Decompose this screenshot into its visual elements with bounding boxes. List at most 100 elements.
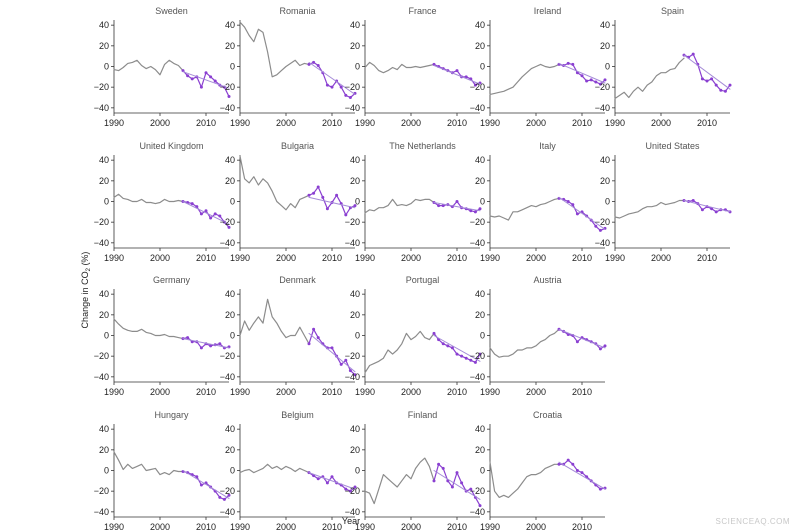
recent-point-ireland-2011 <box>585 79 589 83</box>
trend-line-hungary <box>182 470 230 499</box>
history-line-france <box>364 61 435 74</box>
y-tick-label-sweden--20: −20 <box>94 82 109 92</box>
x-tick-label-united-kingdom-2000: 2000 <box>150 253 170 263</box>
recent-point-ireland-2010 <box>580 74 584 78</box>
x-tick-label-romania-2000: 2000 <box>276 118 296 128</box>
y-tick-label-united-states-0: 0 <box>605 197 610 207</box>
x-tick-label-united-states-2000: 2000 <box>651 253 671 263</box>
trend-line-the-netherlands <box>433 202 481 212</box>
y-axis-title-main: Change in CO <box>80 271 90 328</box>
panel-austria: Austria 40 20 0 −20 −40 1990 2000 2010 <box>470 275 607 397</box>
panel-germany: Germany 40 20 0 −20 −40 1990 2000 2010 <box>94 275 231 397</box>
panel-portugal: Portugal 40 20 0 −20 −40 1990 2000 2010 <box>345 275 482 397</box>
y-tick-label-the-netherlands-20: 20 <box>350 176 360 186</box>
recent-point-sweden-2015 <box>227 94 231 98</box>
y-tick-label-romania--20: −20 <box>220 82 235 92</box>
panel-united-kingdom: United Kingdom 40 20 0 −20 −40 1990 2000 2010 <box>94 141 231 263</box>
recent-point-sweden-2007 <box>190 77 194 81</box>
y-tick-label-germany--40: −40 <box>94 372 109 382</box>
x-tick-label-united-states-2010: 2010 <box>697 253 717 263</box>
y-tick-label-italy-0: 0 <box>480 197 485 207</box>
y-tick-label-united-states--20: −20 <box>595 217 610 227</box>
recent-point-denmark-2005 <box>307 342 311 346</box>
x-tick-label-hungary-2000: 2000 <box>150 522 170 530</box>
panel-title-portugal: Portugal <box>406 275 440 285</box>
x-tick-label-croatia-2010: 2010 <box>572 522 592 530</box>
panel-spain: Spain 40 20 0 −20 −40 1990 2000 2010 <box>595 6 732 128</box>
panel-title-romania: Romania <box>279 6 315 16</box>
recent-point-croatia-2009 <box>575 469 579 472</box>
y-tick-label-denmark--40: −40 <box>220 372 235 382</box>
recent-point-hungary-2008 <box>195 475 199 479</box>
x-tick-label-portugal-2010: 2010 <box>447 387 467 397</box>
recent-point-germany-2011 <box>209 344 213 348</box>
recent-point-france-2012 <box>464 75 468 79</box>
history-line-belgium <box>239 463 310 474</box>
y-tick-label-belgium--40: −40 <box>220 507 235 517</box>
recent-point-belgium-2013 <box>344 487 348 491</box>
y-tick-label-croatia-40: 40 <box>475 424 485 434</box>
recent-point-bulgaria-2009 <box>325 207 329 211</box>
y-tick-label-denmark-40: 40 <box>225 289 235 299</box>
recent-point-spain-2010 <box>705 79 709 83</box>
x-tick-label-denmark-2010: 2010 <box>322 387 342 397</box>
y-tick-label-the-netherlands--40: −40 <box>345 238 360 248</box>
recent-point-romania-2006 <box>312 60 316 64</box>
x-tick-label-the-netherlands-1990: 1990 <box>355 253 375 263</box>
recent-point-finland-2006 <box>437 462 441 466</box>
y-tick-label-portugal--40: −40 <box>345 372 360 382</box>
x-tick-label-united-kingdom-2010: 2010 <box>196 253 216 263</box>
x-tick-label-romania-1990: 1990 <box>230 118 250 128</box>
panel-title-spain: Spain <box>661 6 684 16</box>
recent-point-romania-2009 <box>325 83 329 87</box>
history-line-united-states <box>614 199 685 219</box>
panel-finland: Finland 40 20 0 −20 −40 1990 2000 2010 <box>345 410 482 530</box>
x-tick-label-bulgaria-2010: 2010 <box>322 253 342 263</box>
y-tick-label-the-netherlands--20: −20 <box>345 217 360 227</box>
x-axis-title: Year <box>342 516 360 526</box>
recent-point-croatia-2005 <box>557 462 561 466</box>
recent-point-austria-2009 <box>575 340 579 344</box>
x-tick-label-bulgaria-2000: 2000 <box>276 253 296 263</box>
y-tick-label-austria--40: −40 <box>470 372 485 382</box>
recent-point-germany-2009 <box>199 346 203 350</box>
history-line-the-netherlands <box>364 198 435 214</box>
recent-point-denmark-2010 <box>330 346 334 350</box>
y-tick-label-ireland-0: 0 <box>480 62 485 72</box>
y-tick-label-bulgaria--20: −20 <box>220 217 235 227</box>
trend-line-italy <box>558 196 606 230</box>
recent-point-hungary-2014 <box>222 497 226 501</box>
y-tick-label-hungary-0: 0 <box>104 466 109 476</box>
y-tick-label-croatia--20: −20 <box>470 486 485 496</box>
y-tick-label-belgium-40: 40 <box>225 424 235 434</box>
recent-point-denmark-2007 <box>316 336 320 340</box>
recent-point-the-netherlands-2010 <box>455 200 459 203</box>
panel-hungary: Hungary 40 20 0 −20 −40 1990 2000 2010 <box>94 410 231 530</box>
recent-point-romania-2012 <box>339 85 343 89</box>
panel-croatia: Croatia 40 20 0 −20 −40 1990 2000 2010 <box>470 410 607 530</box>
panel-the-netherlands: The Netherlands 40 20 0 −20 −40 1990 2000 2010 <box>345 141 482 263</box>
x-tick-label-austria-2010: 2010 <box>572 387 592 397</box>
y-tick-label-ireland--20: −20 <box>470 82 485 92</box>
history-line-romania <box>239 21 310 78</box>
panel-united-states: United States 40 20 0 −20 −40 1990 2000 2010 <box>595 141 732 263</box>
x-tick-label-hungary-2010: 2010 <box>196 522 216 530</box>
y-tick-label-portugal-20: 20 <box>350 310 360 320</box>
recent-point-united-kingdom-2011 <box>209 216 213 220</box>
history-line-portugal <box>364 330 435 374</box>
y-tick-label-portugal--20: −20 <box>345 351 360 361</box>
recent-point-hungary-2015 <box>227 493 231 497</box>
y-tick-label-finland-20: 20 <box>350 445 360 455</box>
trend-line-sweden <box>182 71 230 89</box>
history-line-italy <box>489 197 560 221</box>
recent-point-spain-2013 <box>719 88 723 92</box>
recent-point-germany-2013 <box>218 342 222 346</box>
panel-title-the-netherlands: The Netherlands <box>389 141 456 151</box>
recent-point-hungary-2009 <box>199 483 203 487</box>
x-tick-label-hungary-1990: 1990 <box>104 522 124 530</box>
recent-point-sweden-2009 <box>199 85 203 89</box>
y-tick-label-spain-20: 20 <box>600 41 610 51</box>
x-tick-label-belgium-2000: 2000 <box>276 522 296 530</box>
y-tick-label-united-states-20: 20 <box>600 176 610 186</box>
trend-line-germany <box>182 338 230 349</box>
